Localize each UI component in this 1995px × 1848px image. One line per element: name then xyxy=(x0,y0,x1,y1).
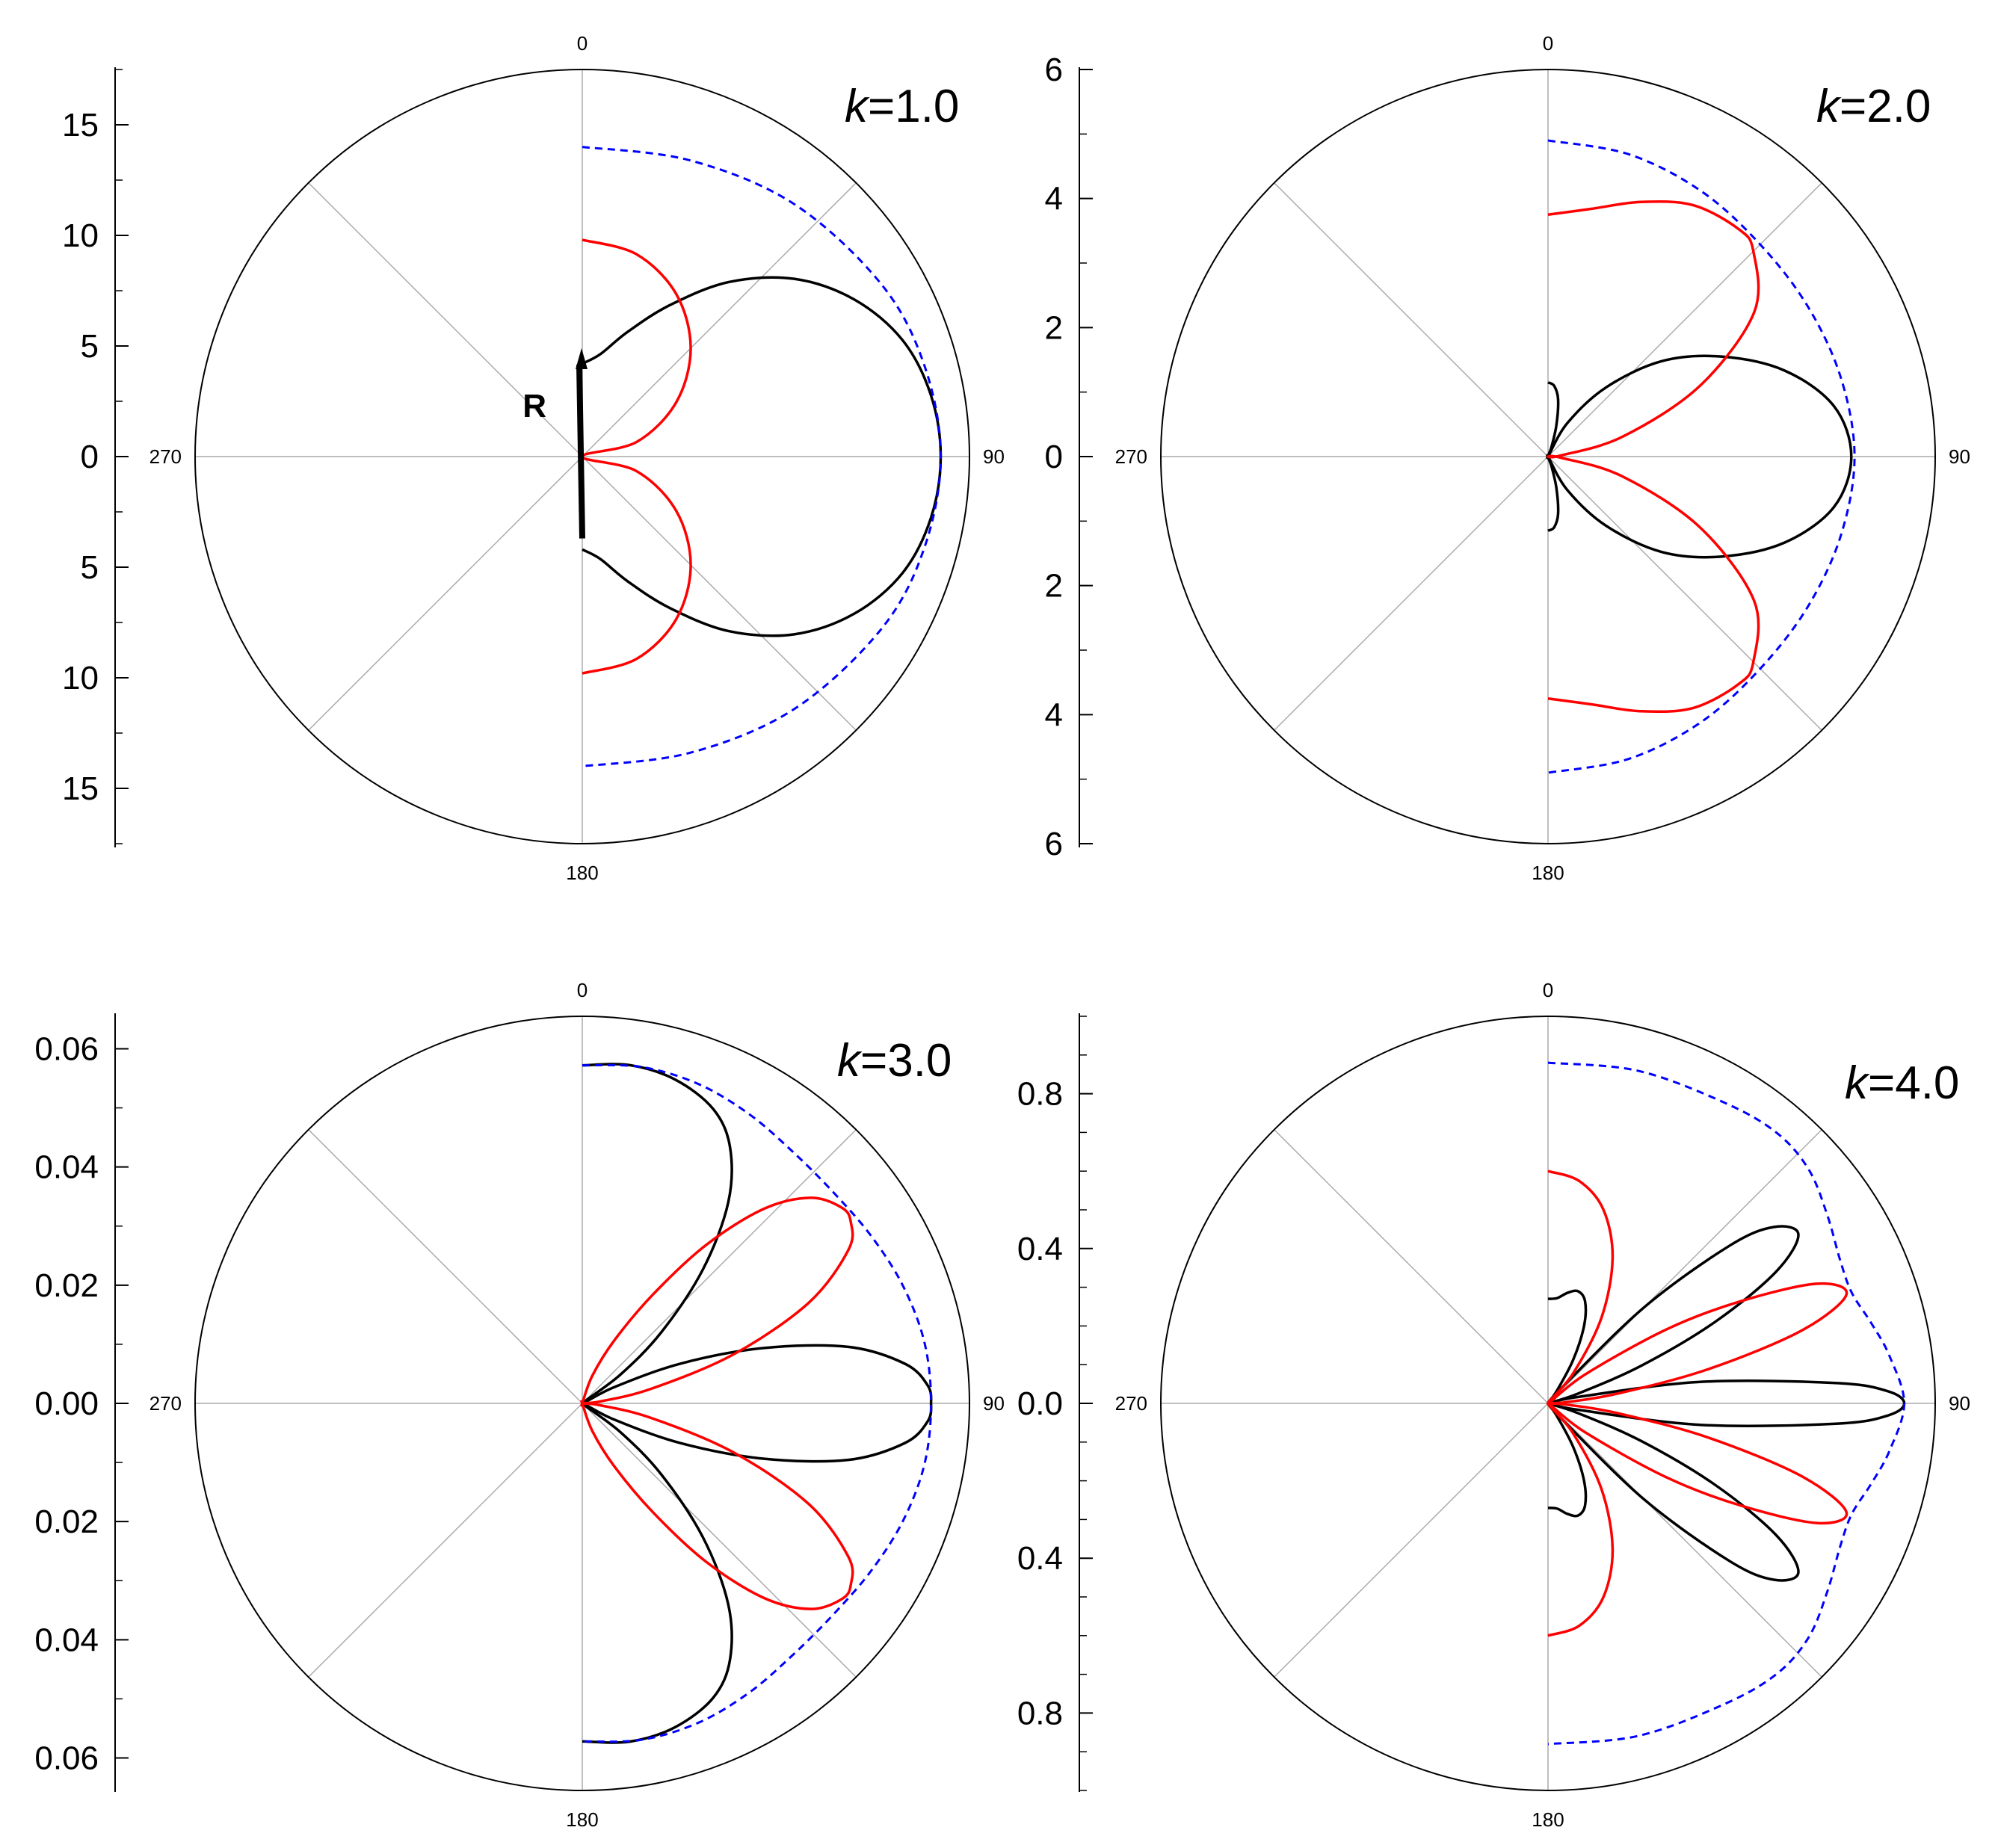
tick-label: 0.00 xyxy=(34,1385,99,1422)
tick-label: 5 xyxy=(81,549,99,586)
tick-label: 0.4 xyxy=(1017,1540,1063,1577)
radial-axis: 0.06 0.04 0.02 0.00 0.02 0.04 0.06 xyxy=(34,1013,129,1792)
angle-label-90: 90 xyxy=(983,1392,1005,1415)
series-blue-dashed-curve xyxy=(582,1063,933,1743)
vector-r-arrowhead xyxy=(576,347,588,369)
angle-label-180: 180 xyxy=(566,1808,598,1831)
tick-label: 6 xyxy=(1045,52,1063,88)
angle-label-0: 0 xyxy=(1543,32,1553,55)
polar-chart-k4: 0 90 180 270 0.8 0.4 0.0 0.4 0.8 k=4.0 xyxy=(1017,979,1970,1831)
tick-label: 0.4 xyxy=(1017,1231,1063,1267)
radial-axis: 15 10 5 0 5 10 15 xyxy=(62,67,129,847)
tick-label: 6 xyxy=(1045,826,1063,862)
tick-label: 2 xyxy=(1045,568,1063,605)
outer-circle xyxy=(1160,1016,1936,1791)
outer-circle xyxy=(1160,69,1936,844)
angle-label-90: 90 xyxy=(1949,445,1970,468)
k-value: =2.0 xyxy=(1840,81,1931,132)
tick-label: 4 xyxy=(1045,696,1063,733)
series-blue-dashed-curve xyxy=(582,146,943,767)
vector-r-label: R xyxy=(522,388,546,424)
tick-label: 15 xyxy=(62,770,99,807)
tick-label: 10 xyxy=(62,217,99,254)
tick-label: 0.8 xyxy=(1017,1695,1063,1731)
tick-label: 5 xyxy=(81,328,99,365)
angle-label-270: 270 xyxy=(149,1392,182,1415)
angle-label-0: 0 xyxy=(577,32,588,55)
series-black-curve xyxy=(1546,354,1853,559)
outer-circle xyxy=(194,69,970,844)
tick-label: 4 xyxy=(1045,181,1063,217)
k-value: =3.0 xyxy=(860,1035,952,1087)
k-value: =1.0 xyxy=(868,81,959,132)
tick-label: 0.02 xyxy=(34,1267,99,1304)
angle-label-90: 90 xyxy=(1949,1392,1970,1415)
k-variable: k xyxy=(1816,81,1842,132)
angle-label-270: 270 xyxy=(1115,445,1147,468)
k-variable: k xyxy=(837,1035,863,1087)
radial-axis: 0.8 0.4 0.0 0.4 0.8 xyxy=(1017,1013,1093,1792)
angle-label-180: 180 xyxy=(566,862,598,884)
tick-label: 15 xyxy=(62,107,99,143)
tick-label: 10 xyxy=(62,660,99,696)
tick-label: 0 xyxy=(81,439,99,475)
k-value: =4.0 xyxy=(1868,1057,1959,1109)
angle-label-180: 180 xyxy=(1532,1808,1564,1831)
angle-label-270: 270 xyxy=(1115,1392,1147,1415)
k-variable: k xyxy=(845,81,870,132)
k-variable: k xyxy=(1845,1057,1870,1109)
tick-label: 0.02 xyxy=(34,1504,99,1540)
radial-axis: 6 4 2 0 2 4 6 xyxy=(1045,52,1093,862)
polar-chart-k3: 0 90 180 270 0.06 0.04 0.02 0.00 0.02 0.04 0.06 k=3… xyxy=(34,979,1005,1831)
angle-label-180: 180 xyxy=(1532,862,1564,884)
tick-label: 0.06 xyxy=(34,1740,99,1777)
k-value-label: k=2.0 xyxy=(1816,81,1931,132)
vector-r-shaft xyxy=(576,364,585,539)
k-value-label: k=3.0 xyxy=(837,1035,952,1087)
series-black-curve xyxy=(581,1063,933,1744)
k-value-label: k=1.0 xyxy=(845,81,959,132)
tick-label: 0 xyxy=(1045,439,1063,475)
tick-label: 0.8 xyxy=(1017,1076,1063,1113)
tick-label: 0.04 xyxy=(34,1622,99,1658)
tick-label: 2 xyxy=(1045,309,1063,346)
angle-label-270: 270 xyxy=(149,445,182,468)
tick-label: 0.04 xyxy=(34,1149,99,1186)
series-red-curve xyxy=(580,1196,854,1610)
angle-label-0: 0 xyxy=(577,979,588,1001)
tick-label: 0.0 xyxy=(1017,1385,1063,1422)
angle-label-0: 0 xyxy=(1543,979,1553,1001)
series-red-curve xyxy=(1547,1169,1848,1637)
tick-label: 0.06 xyxy=(34,1030,99,1067)
angle-label-90: 90 xyxy=(983,445,1005,468)
outer-circle xyxy=(194,1016,970,1791)
k-value-label: k=4.0 xyxy=(1845,1057,1959,1109)
series-red-curve xyxy=(1547,200,1760,714)
series-blue-dashed-curve xyxy=(1547,1061,1906,1746)
polar-chart-k2: 0 90 180 270 6 4 2 0 2 4 6 k=2.0 xyxy=(1045,32,1970,884)
polar-chart-k1: 0 90 180 270 15 10 5 0 5 10 15 Rk=1.0 xyxy=(62,32,1005,884)
